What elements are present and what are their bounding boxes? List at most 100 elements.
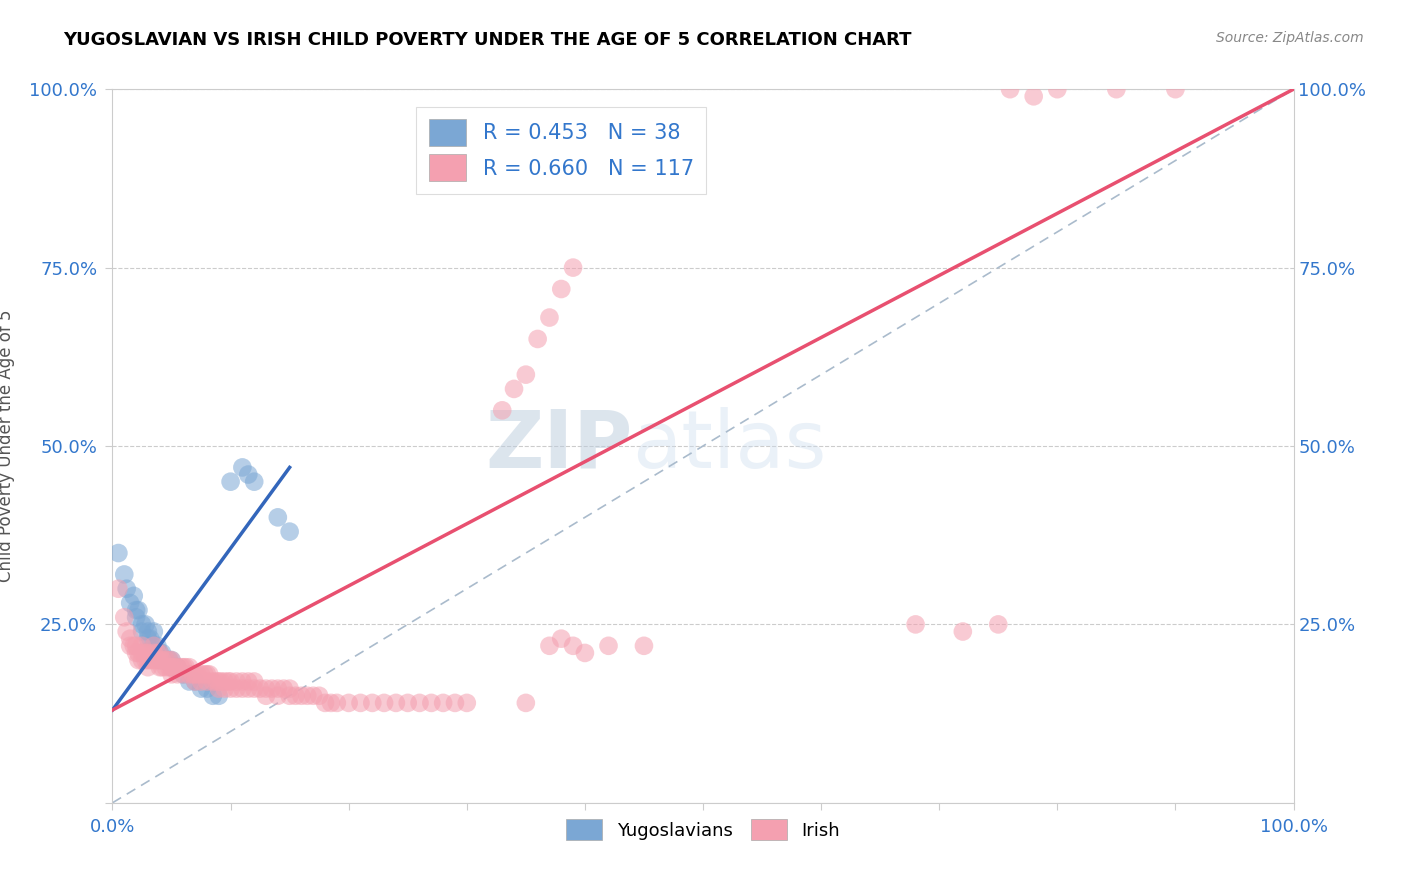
- Point: [115, 624, 138, 639]
- Point: [219, 674, 242, 689]
- Point: [550, 632, 572, 646]
- Point: [131, 653, 153, 667]
- Point: [139, 653, 162, 667]
- Point: [166, 660, 188, 674]
- Point: [319, 696, 342, 710]
- Point: [190, 674, 212, 689]
- Point: [361, 696, 384, 710]
- Point: [184, 674, 207, 689]
- Point: [284, 689, 307, 703]
- Point: [562, 639, 585, 653]
- Point: [120, 632, 142, 646]
- Point: [562, 260, 585, 275]
- Point: [538, 639, 561, 653]
- Point: [278, 689, 301, 703]
- Point: [179, 674, 201, 689]
- Point: [172, 667, 194, 681]
- Point: [160, 660, 183, 674]
- Point: [238, 674, 260, 689]
- Point: [208, 689, 231, 703]
- Point: [225, 674, 247, 689]
- Point: [190, 681, 212, 696]
- Point: [166, 667, 188, 681]
- Point: [112, 567, 135, 582]
- Point: [157, 653, 180, 667]
- Point: [195, 681, 218, 696]
- Point: [172, 660, 194, 674]
- Point: [308, 689, 330, 703]
- Point: [219, 475, 242, 489]
- Point: [142, 624, 165, 639]
- Point: [155, 660, 177, 674]
- Point: [208, 674, 231, 689]
- Point: [278, 524, 301, 539]
- Point: [120, 596, 142, 610]
- Point: [122, 589, 145, 603]
- Point: [550, 282, 572, 296]
- Point: [273, 681, 295, 696]
- Point: [1105, 82, 1128, 96]
- Point: [142, 639, 165, 653]
- Point: [155, 653, 177, 667]
- Point: [150, 646, 173, 660]
- Point: [149, 653, 172, 667]
- Point: [149, 653, 172, 667]
- Point: [952, 624, 974, 639]
- Point: [267, 689, 290, 703]
- Point: [238, 681, 260, 696]
- Point: [107, 546, 129, 560]
- Point: [267, 510, 290, 524]
- Point: [160, 653, 183, 667]
- Point: [127, 646, 149, 660]
- Point: [160, 660, 183, 674]
- Point: [136, 653, 159, 667]
- Point: [136, 624, 159, 639]
- Point: [456, 696, 478, 710]
- Point: [214, 681, 236, 696]
- Text: ZIP: ZIP: [485, 407, 633, 485]
- Point: [184, 667, 207, 681]
- Point: [231, 681, 253, 696]
- Point: [195, 674, 218, 689]
- Point: [314, 696, 336, 710]
- Point: [1164, 82, 1187, 96]
- Point: [149, 646, 172, 660]
- Point: [135, 646, 157, 660]
- Point: [166, 660, 188, 674]
- Point: [136, 632, 159, 646]
- Point: [146, 646, 169, 660]
- Point: [160, 653, 183, 667]
- Point: [127, 603, 149, 617]
- Point: [633, 639, 655, 653]
- Point: [112, 610, 135, 624]
- Point: [201, 689, 224, 703]
- Point: [135, 617, 157, 632]
- Point: [337, 696, 360, 710]
- Point: [904, 617, 927, 632]
- Point: [115, 582, 138, 596]
- Point: [163, 660, 186, 674]
- Point: [160, 667, 183, 681]
- Point: [107, 582, 129, 596]
- Point: [209, 674, 232, 689]
- Point: [208, 681, 231, 696]
- Point: [231, 460, 253, 475]
- Point: [155, 653, 177, 667]
- Point: [1022, 89, 1045, 103]
- Point: [373, 696, 395, 710]
- Point: [254, 681, 277, 696]
- Point: [125, 603, 148, 617]
- Point: [278, 681, 301, 696]
- Legend: Yugoslavians, Irish: Yugoslavians, Irish: [560, 812, 846, 847]
- Point: [444, 696, 467, 710]
- Point: [598, 639, 620, 653]
- Point: [181, 667, 204, 681]
- Point: [122, 639, 145, 653]
- Point: [385, 696, 408, 710]
- Point: [170, 660, 193, 674]
- Point: [574, 646, 596, 660]
- Point: [526, 332, 548, 346]
- Point: [408, 696, 430, 710]
- Point: [219, 681, 242, 696]
- Point: [297, 689, 319, 703]
